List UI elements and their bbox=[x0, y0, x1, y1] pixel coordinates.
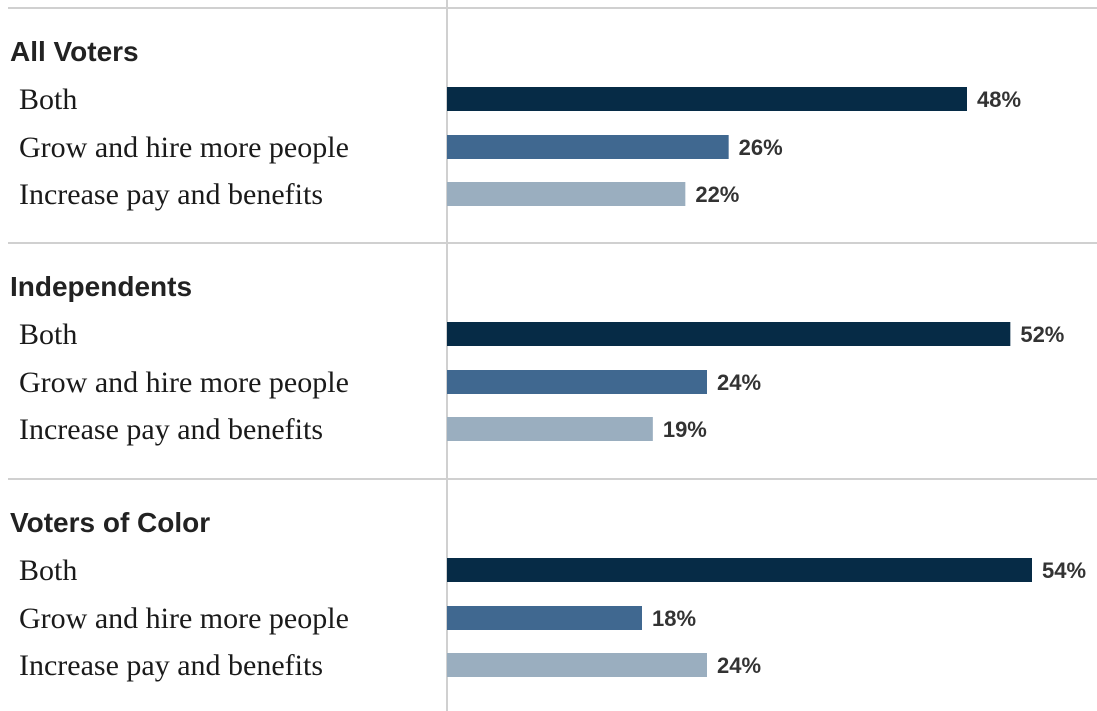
category-label-independents-both: Both bbox=[19, 318, 77, 351]
bar-all-voters-increase-pay-and-benefits bbox=[447, 182, 686, 206]
value-label-all-voters-grow-and-hire-more-people: 26% bbox=[739, 135, 783, 160]
bar-all-voters-both bbox=[447, 87, 967, 111]
bar-independents-grow-and-hire-more-people bbox=[447, 370, 707, 394]
bar-all-voters-grow-and-hire-more-people bbox=[447, 135, 729, 159]
value-label-independents-increase-pay-and-benefits: 19% bbox=[663, 417, 707, 442]
category-label-all-voters-increase-pay-and-benefits: Increase pay and benefits bbox=[19, 178, 323, 211]
category-label-independents-increase-pay-and-benefits: Increase pay and benefits bbox=[19, 413, 323, 446]
group-title-all-voters: All Voters bbox=[10, 36, 139, 67]
bar-voters-of-color-both bbox=[447, 558, 1032, 582]
bar-voters-of-color-increase-pay-and-benefits bbox=[447, 653, 707, 677]
value-label-all-voters-both: 48% bbox=[977, 87, 1021, 112]
value-label-independents-both: 52% bbox=[1020, 322, 1064, 347]
bar-independents-both bbox=[447, 322, 1011, 346]
value-label-voters-of-color-both: 54% bbox=[1042, 558, 1086, 583]
category-label-voters-of-color-both: Both bbox=[19, 554, 77, 587]
group-title-voters-of-color: Voters of Color bbox=[10, 507, 210, 538]
value-label-voters-of-color-increase-pay-and-benefits: 24% bbox=[717, 653, 761, 678]
category-label-voters-of-color-increase-pay-and-benefits: Increase pay and benefits bbox=[19, 649, 323, 682]
bar-voters-of-color-grow-and-hire-more-people bbox=[447, 606, 642, 630]
value-label-independents-grow-and-hire-more-people: 24% bbox=[717, 370, 761, 395]
category-label-independents-grow-and-hire-more-people: Grow and hire more people bbox=[19, 366, 349, 399]
category-label-voters-of-color-grow-and-hire-more-people: Grow and hire more people bbox=[19, 602, 349, 635]
bar-independents-increase-pay-and-benefits bbox=[447, 417, 653, 441]
category-label-all-voters-both: Both bbox=[19, 83, 77, 116]
value-label-all-voters-increase-pay-and-benefits: 22% bbox=[695, 182, 739, 207]
value-label-voters-of-color-grow-and-hire-more-people: 18% bbox=[652, 606, 696, 631]
group-title-independents: Independents bbox=[10, 271, 192, 302]
category-label-all-voters-grow-and-hire-more-people: Grow and hire more people bbox=[19, 131, 349, 164]
